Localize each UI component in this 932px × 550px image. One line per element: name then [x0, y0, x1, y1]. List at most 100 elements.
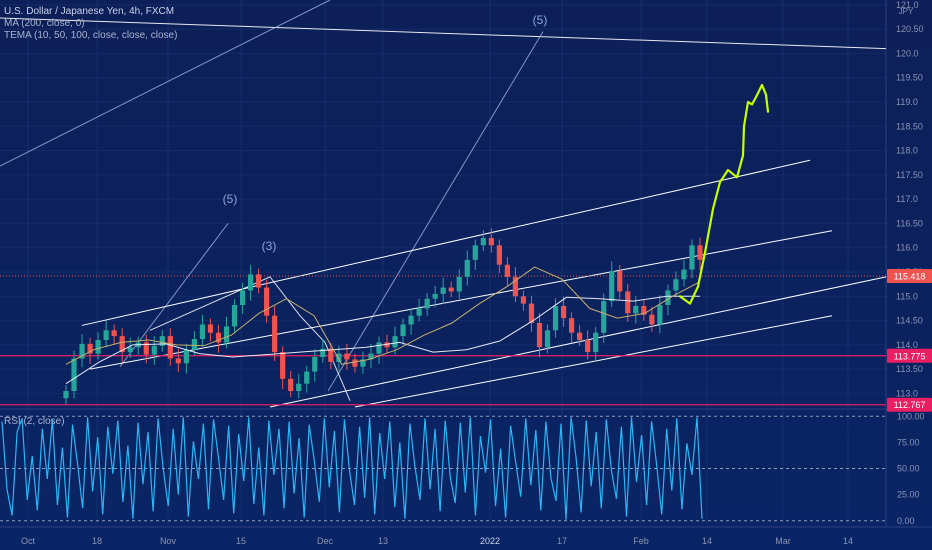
candle-body — [127, 347, 133, 353]
support-level-label: 112.767 — [894, 400, 926, 410]
candle-body — [657, 305, 663, 325]
price-tick-label: 116.50 — [896, 218, 923, 228]
candle-body — [223, 326, 230, 343]
tema-legend: TEMA (10, 50, 100, close, close, close) — [4, 30, 178, 41]
candle-body — [95, 340, 101, 354]
candle-body — [79, 343, 85, 359]
candle-body — [264, 287, 270, 316]
candle-body — [536, 323, 543, 348]
candle-body — [368, 353, 374, 360]
candle-body — [111, 330, 117, 337]
time-tick-label: 18 — [92, 536, 102, 546]
time-tick-label: 2022 — [480, 536, 500, 546]
channel-line-middle — [89, 230, 833, 370]
candle-body — [568, 318, 575, 333]
candle-body — [681, 269, 687, 280]
chart-title: U.S. Dollar / Japanese Yen, 4h, FXCM — [4, 6, 175, 17]
price-tick-label: 119.0 — [896, 97, 918, 107]
candle-body — [183, 349, 189, 364]
candle-body — [593, 332, 599, 353]
candle-body — [304, 371, 310, 384]
support-level-badge — [887, 348, 932, 363]
candle-body — [416, 308, 422, 316]
candle-body — [633, 306, 639, 314]
channel-line-lower — [269, 276, 887, 408]
candle-body — [520, 296, 527, 304]
price-tick-label: 121.0 — [896, 0, 919, 10]
candle-body — [697, 245, 703, 260]
candle-body — [360, 359, 366, 367]
price-tick-label: 114.0 — [896, 340, 918, 350]
time-tick-label: 17 — [557, 536, 567, 546]
candle-body — [143, 342, 149, 355]
price-tick-label: 118.50 — [896, 121, 923, 131]
candle-body — [207, 324, 214, 333]
candle-body — [504, 264, 510, 277]
candle-body — [544, 330, 551, 348]
channel-line-base — [354, 315, 833, 408]
candle-body — [344, 353, 350, 360]
candle-body — [577, 332, 583, 340]
candle-body — [231, 305, 238, 327]
candle-body — [256, 274, 262, 288]
time-tick-label: Nov — [160, 536, 177, 546]
price-tick-label: 117.50 — [896, 170, 923, 180]
candle-body — [175, 358, 181, 364]
candle-body — [151, 345, 157, 355]
wave-label: (5) — [533, 13, 548, 27]
candle-body — [649, 314, 655, 325]
rsi-line — [1, 417, 703, 520]
currency-label: JPY — [899, 7, 914, 16]
candle-body — [272, 315, 278, 353]
price-tick-label: 118.0 — [896, 146, 918, 156]
price-tick-label: 115.0 — [896, 291, 918, 301]
rsi-tick-label: 25.00 — [897, 490, 920, 500]
candle-body — [432, 293, 438, 299]
candle-body — [528, 303, 535, 323]
fan-line — [0, 0, 331, 167]
candle-body — [609, 271, 615, 302]
resistance-trendline — [0, 17, 887, 50]
candle-body — [641, 306, 647, 315]
candle-body — [480, 238, 486, 246]
candle-body — [296, 383, 302, 391]
candle-body — [103, 330, 109, 340]
projection-arrow — [678, 83, 770, 305]
candle-body — [288, 378, 294, 391]
candle-body — [601, 301, 607, 333]
candle-body — [448, 287, 454, 292]
last-price-label: 115.418 — [894, 271, 926, 281]
candle-body — [585, 340, 591, 353]
candle-body — [392, 336, 398, 348]
price-tick-label: 119.50 — [896, 73, 923, 83]
candle-body — [472, 245, 478, 260]
last-price-badge — [887, 268, 932, 283]
candle-body — [408, 315, 414, 325]
candle-body — [665, 290, 671, 306]
time-tick-label: Feb — [633, 536, 649, 546]
candle-body — [215, 332, 222, 343]
candle-body — [239, 290, 246, 306]
candle-body — [167, 336, 173, 359]
price-tick-label: 117.0 — [896, 194, 918, 204]
candle-body — [464, 259, 470, 277]
price-tick-label: 116.0 — [896, 243, 918, 253]
price-tick-label: 120.0 — [896, 48, 919, 58]
wave-line — [327, 31, 544, 392]
wave-label: (5) — [223, 192, 238, 206]
time-tick-label: 13 — [378, 536, 388, 546]
rsi-tick-label: 75.00 — [897, 437, 920, 447]
candle-body — [689, 245, 695, 270]
channel-line-upper — [81, 159, 811, 326]
candle-body — [320, 348, 326, 357]
ma-legend: MA (200, close, 0) — [4, 18, 85, 29]
support-level-label: 113.775 — [894, 351, 926, 361]
candle-body — [440, 287, 446, 294]
candle-body — [673, 279, 679, 291]
candle-body — [384, 342, 390, 348]
candle-body — [625, 291, 631, 314]
candle-body — [71, 358, 77, 391]
ma-200-line — [65, 295, 700, 385]
candle-body — [400, 324, 406, 337]
